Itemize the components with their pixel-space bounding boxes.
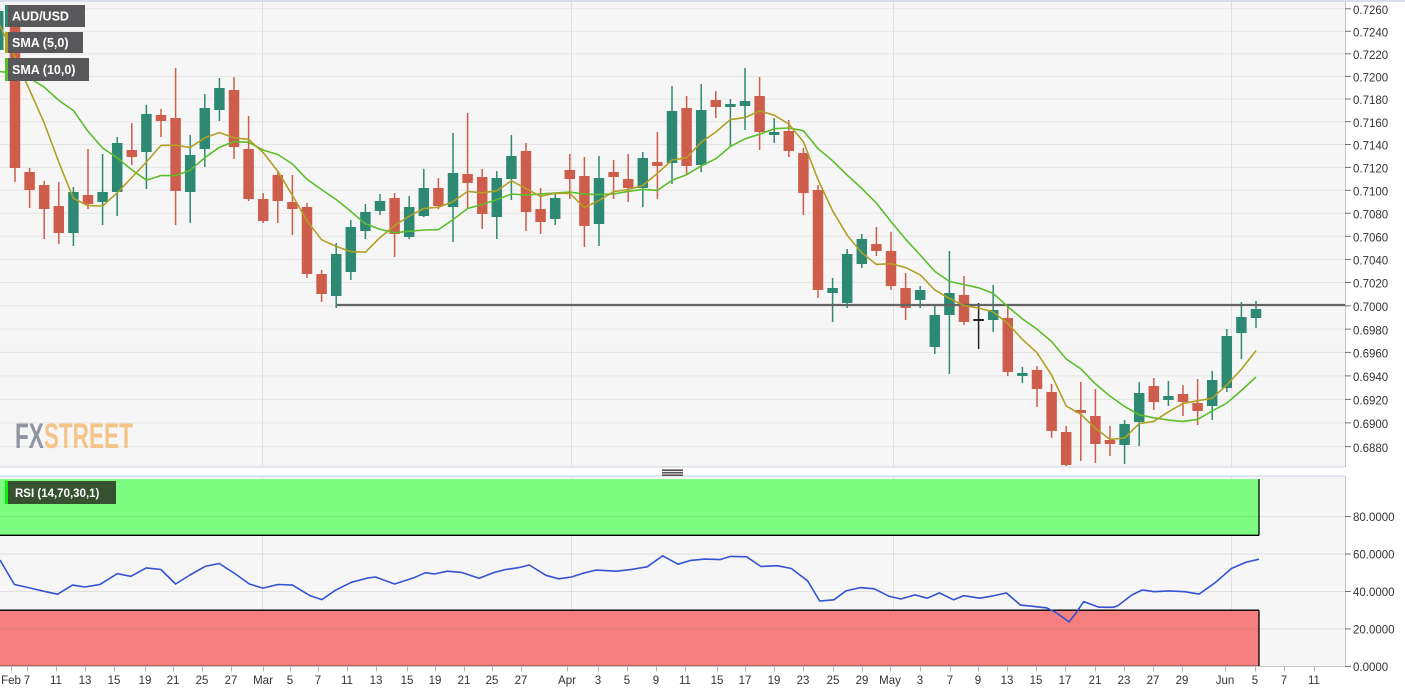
svg-text:0.7120: 0.7120 — [1353, 164, 1388, 176]
svg-text:15: 15 — [401, 675, 414, 687]
svg-text:0.7100: 0.7100 — [1353, 187, 1388, 199]
svg-text:19: 19 — [768, 675, 781, 687]
svg-text:27: 27 — [1147, 675, 1160, 687]
svg-text:May: May — [879, 675, 901, 687]
svg-text:7: 7 — [315, 675, 321, 687]
svg-text:13: 13 — [1001, 675, 1014, 687]
svg-text:0.6980: 0.6980 — [1353, 325, 1388, 337]
svg-text:25: 25 — [486, 675, 499, 687]
svg-text:0.7000: 0.7000 — [1353, 302, 1388, 314]
svg-text:13: 13 — [370, 675, 383, 687]
svg-text:0.7080: 0.7080 — [1353, 209, 1388, 221]
svg-text:20.0000: 20.0000 — [1353, 624, 1395, 636]
svg-text:0.6900: 0.6900 — [1353, 419, 1388, 431]
svg-text:0.7240: 0.7240 — [1353, 28, 1388, 40]
svg-text:Feb: Feb — [1, 675, 21, 687]
svg-text:11: 11 — [679, 675, 691, 687]
svg-text:9: 9 — [975, 675, 981, 687]
svg-text:AUD/USD: AUD/USD — [12, 9, 69, 23]
svg-text:0.6940: 0.6940 — [1353, 372, 1388, 384]
svg-text:5: 5 — [624, 675, 630, 687]
svg-text:SMA (5,0): SMA (5,0) — [12, 36, 69, 50]
svg-text:11: 11 — [1308, 675, 1320, 687]
svg-text:0.7160: 0.7160 — [1353, 118, 1388, 130]
svg-text:21: 21 — [167, 675, 180, 687]
svg-text:23: 23 — [1118, 675, 1131, 687]
svg-text:7: 7 — [1281, 675, 1287, 687]
svg-text:5: 5 — [287, 675, 293, 687]
svg-text:FXSTREET: FXSTREET — [15, 417, 133, 456]
svg-text:SMA (10,0): SMA (10,0) — [12, 63, 75, 77]
svg-text:27: 27 — [225, 675, 238, 687]
svg-text:RSI (14,70,30,1): RSI (14,70,30,1) — [15, 488, 100, 500]
svg-text:11: 11 — [50, 675, 62, 687]
svg-text:Mar: Mar — [253, 675, 273, 687]
svg-text:40.0000: 40.0000 — [1353, 587, 1395, 599]
svg-text:17: 17 — [1059, 675, 1072, 687]
svg-text:21: 21 — [458, 675, 471, 687]
svg-text:7: 7 — [24, 675, 30, 687]
svg-text:19: 19 — [139, 675, 152, 687]
svg-text:0.6920: 0.6920 — [1353, 396, 1388, 408]
svg-text:27: 27 — [515, 675, 528, 687]
svg-text:0.6880: 0.6880 — [1353, 443, 1388, 455]
svg-text:25: 25 — [196, 675, 209, 687]
svg-text:25: 25 — [827, 675, 840, 687]
svg-text:17: 17 — [739, 675, 752, 687]
svg-text:0.7040: 0.7040 — [1353, 256, 1388, 268]
svg-text:11: 11 — [341, 675, 353, 687]
svg-text:15: 15 — [108, 675, 121, 687]
svg-text:0.7260: 0.7260 — [1353, 5, 1388, 17]
svg-text:19: 19 — [429, 675, 442, 687]
svg-text:21: 21 — [1089, 675, 1102, 687]
svg-text:29: 29 — [1176, 675, 1189, 687]
svg-text:80.0000: 80.0000 — [1353, 512, 1395, 524]
svg-text:9: 9 — [653, 675, 659, 687]
svg-text:0.7220: 0.7220 — [1353, 50, 1388, 62]
svg-text:3: 3 — [917, 675, 923, 687]
svg-text:15: 15 — [1030, 675, 1043, 687]
svg-text:0.6960: 0.6960 — [1353, 349, 1388, 361]
svg-text:15: 15 — [711, 675, 724, 687]
svg-text:60.0000: 60.0000 — [1353, 549, 1395, 561]
svg-text:23: 23 — [797, 675, 810, 687]
svg-text:0.7140: 0.7140 — [1353, 141, 1388, 153]
svg-text:Apr: Apr — [558, 675, 576, 687]
svg-text:Jun: Jun — [1216, 675, 1235, 687]
svg-text:3: 3 — [595, 675, 601, 687]
svg-text:13: 13 — [79, 675, 92, 687]
svg-text:0.7200: 0.7200 — [1353, 73, 1388, 85]
svg-text:0.7020: 0.7020 — [1353, 279, 1388, 291]
svg-text:0.0000: 0.0000 — [1353, 662, 1388, 674]
svg-text:0.7180: 0.7180 — [1353, 95, 1388, 107]
svg-text:29: 29 — [856, 675, 869, 687]
svg-text:5: 5 — [1252, 675, 1258, 687]
svg-text:7: 7 — [947, 675, 953, 687]
svg-text:0.7060: 0.7060 — [1353, 233, 1388, 245]
